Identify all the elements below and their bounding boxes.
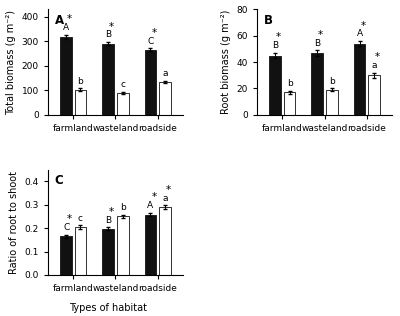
Text: *: * xyxy=(276,33,281,42)
Y-axis label: Ratio of root to shoot: Ratio of root to shoot xyxy=(9,171,19,274)
Text: a: a xyxy=(162,194,168,203)
Bar xyxy=(60,37,72,115)
Bar xyxy=(117,93,128,115)
Text: *: * xyxy=(318,30,323,40)
Text: C: C xyxy=(55,174,64,187)
Bar xyxy=(144,50,156,115)
Text: B: B xyxy=(272,41,278,50)
Text: *: * xyxy=(151,28,156,38)
Bar xyxy=(326,90,338,115)
Text: A: A xyxy=(356,29,363,39)
Text: *: * xyxy=(109,207,114,217)
Text: A: A xyxy=(63,23,69,32)
Text: a: a xyxy=(162,69,168,78)
Text: B: B xyxy=(105,216,111,225)
Text: c: c xyxy=(78,214,83,223)
Text: b: b xyxy=(287,80,292,88)
Bar xyxy=(117,216,128,275)
Text: *: * xyxy=(109,21,114,32)
Bar xyxy=(312,53,323,115)
Text: *: * xyxy=(375,52,380,62)
Bar xyxy=(269,56,281,115)
Y-axis label: Root biomass (g m⁻²): Root biomass (g m⁻²) xyxy=(221,10,231,114)
Text: A: A xyxy=(147,201,154,210)
Y-axis label: Total biomass (g m⁻²): Total biomass (g m⁻²) xyxy=(6,10,16,115)
Text: *: * xyxy=(166,185,171,195)
Bar xyxy=(102,228,114,275)
Bar xyxy=(74,89,86,115)
Bar xyxy=(102,44,114,115)
Text: B: B xyxy=(314,39,320,48)
Bar xyxy=(284,92,296,115)
Bar xyxy=(74,227,86,275)
Bar xyxy=(60,236,72,275)
Text: b: b xyxy=(78,77,83,86)
Text: A: A xyxy=(55,14,64,27)
Text: a: a xyxy=(371,61,377,70)
Text: B: B xyxy=(105,30,111,40)
Text: C: C xyxy=(147,37,154,46)
Bar xyxy=(159,207,171,275)
Text: *: * xyxy=(360,21,366,31)
Text: *: * xyxy=(67,214,72,224)
Text: *: * xyxy=(151,192,156,202)
Bar xyxy=(159,82,171,115)
Text: b: b xyxy=(329,77,334,86)
Bar xyxy=(368,75,380,115)
Text: Types of habitat: Types of habitat xyxy=(69,303,147,313)
Text: b: b xyxy=(120,203,126,212)
Text: *: * xyxy=(67,15,72,24)
Text: B: B xyxy=(264,14,273,27)
Bar xyxy=(144,215,156,275)
Text: C: C xyxy=(63,223,69,232)
Bar xyxy=(354,44,366,115)
Text: c: c xyxy=(120,80,125,89)
